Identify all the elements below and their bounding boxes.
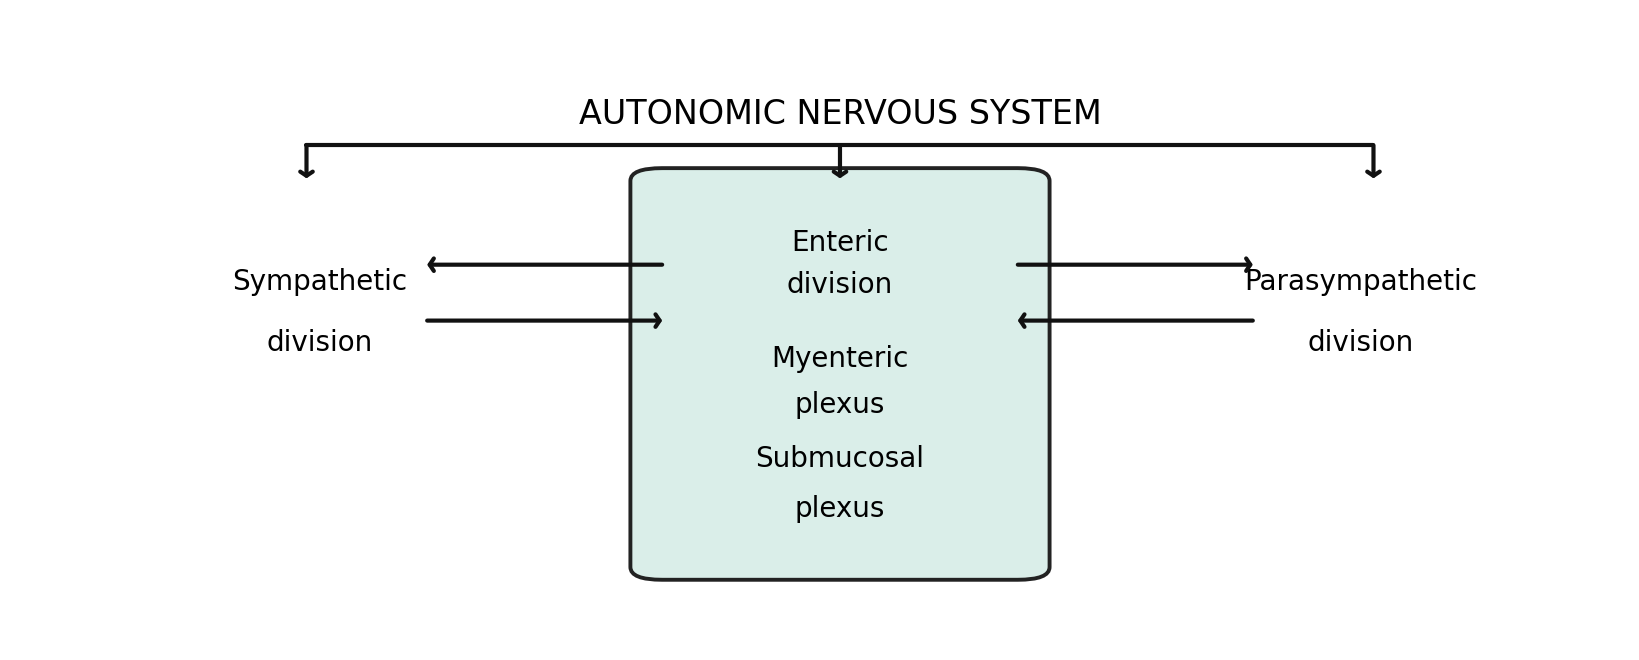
Text: plexus: plexus (795, 495, 885, 523)
Text: Myenteric: Myenteric (772, 345, 908, 372)
Text: Submucosal: Submucosal (756, 445, 924, 473)
Text: division: division (266, 329, 372, 358)
Text: AUTONOMIC NERVOUS SYSTEM: AUTONOMIC NERVOUS SYSTEM (579, 98, 1101, 131)
FancyBboxPatch shape (631, 168, 1049, 579)
Text: division: division (1308, 329, 1414, 358)
Text: Enteric: Enteric (792, 228, 888, 257)
Text: plexus: plexus (795, 391, 885, 419)
Text: division: division (787, 271, 893, 299)
Text: Parasympathetic: Parasympathetic (1244, 269, 1477, 296)
Text: Sympathetic: Sympathetic (231, 269, 406, 296)
